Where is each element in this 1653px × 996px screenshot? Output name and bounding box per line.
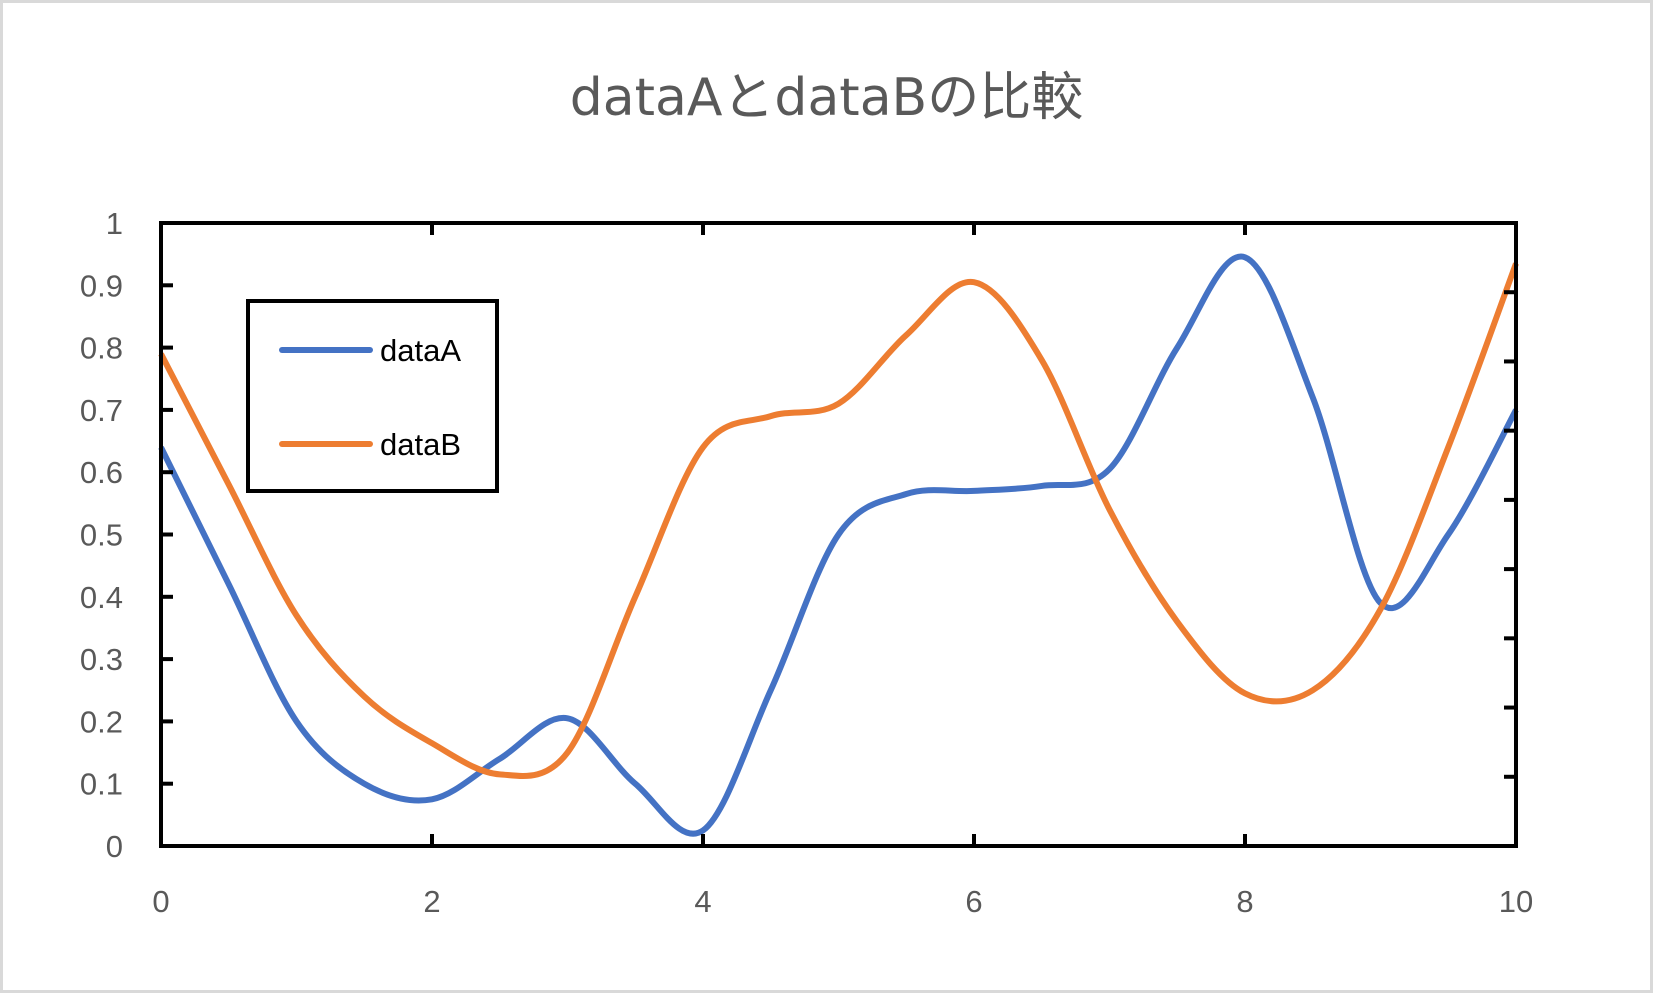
series-line-dataA [158, 253, 1519, 837]
series-layer [158, 253, 1519, 837]
x-tick-label: 6 [965, 884, 982, 919]
x-tick-label: 10 [1499, 884, 1533, 919]
y-tick-label: 0.4 [80, 580, 123, 615]
y-tick-label: 0.6 [80, 455, 123, 490]
y-axis-labels: 0 0.1 0.2 0.3 0.4 0.5 0.6 0.7 0.8 0.9 1 [80, 206, 123, 864]
chart-svg: 0 0.1 0.2 0.3 0.4 0.5 0.6 0.7 0.8 0.9 1 0 2 4 6 8 10 da… [80, 206, 1533, 919]
legend-label-dataA: dataA [380, 333, 461, 368]
chart-title: dataAとdataBの比較 [569, 68, 1084, 128]
axis-ticks [161, 223, 1516, 846]
x-tick-label: 2 [423, 884, 440, 919]
x-tick-label: 8 [1236, 884, 1253, 919]
y-tick-label: 0.2 [80, 704, 123, 739]
x-tick-label: 0 [152, 884, 169, 919]
legend-label-dataB: dataB [380, 427, 461, 462]
y-tick-label: 0.5 [80, 518, 123, 553]
series-line-dataB [158, 262, 1519, 779]
x-tick-label: 4 [694, 884, 711, 919]
y-tick-label: 0.1 [80, 767, 123, 802]
y-tick-label: 0 [106, 829, 123, 864]
x-axis-labels: 0 2 4 6 8 10 [152, 884, 1533, 919]
legend-box [246, 299, 499, 493]
y-tick-label: 0.7 [80, 393, 123, 428]
y-tick-label: 0.3 [80, 642, 123, 677]
y-tick-label: 1 [106, 206, 123, 241]
y-tick-label: 0.8 [80, 331, 123, 366]
y-tick-label: 0.9 [80, 268, 123, 303]
legend: dataA dataB [246, 299, 499, 493]
